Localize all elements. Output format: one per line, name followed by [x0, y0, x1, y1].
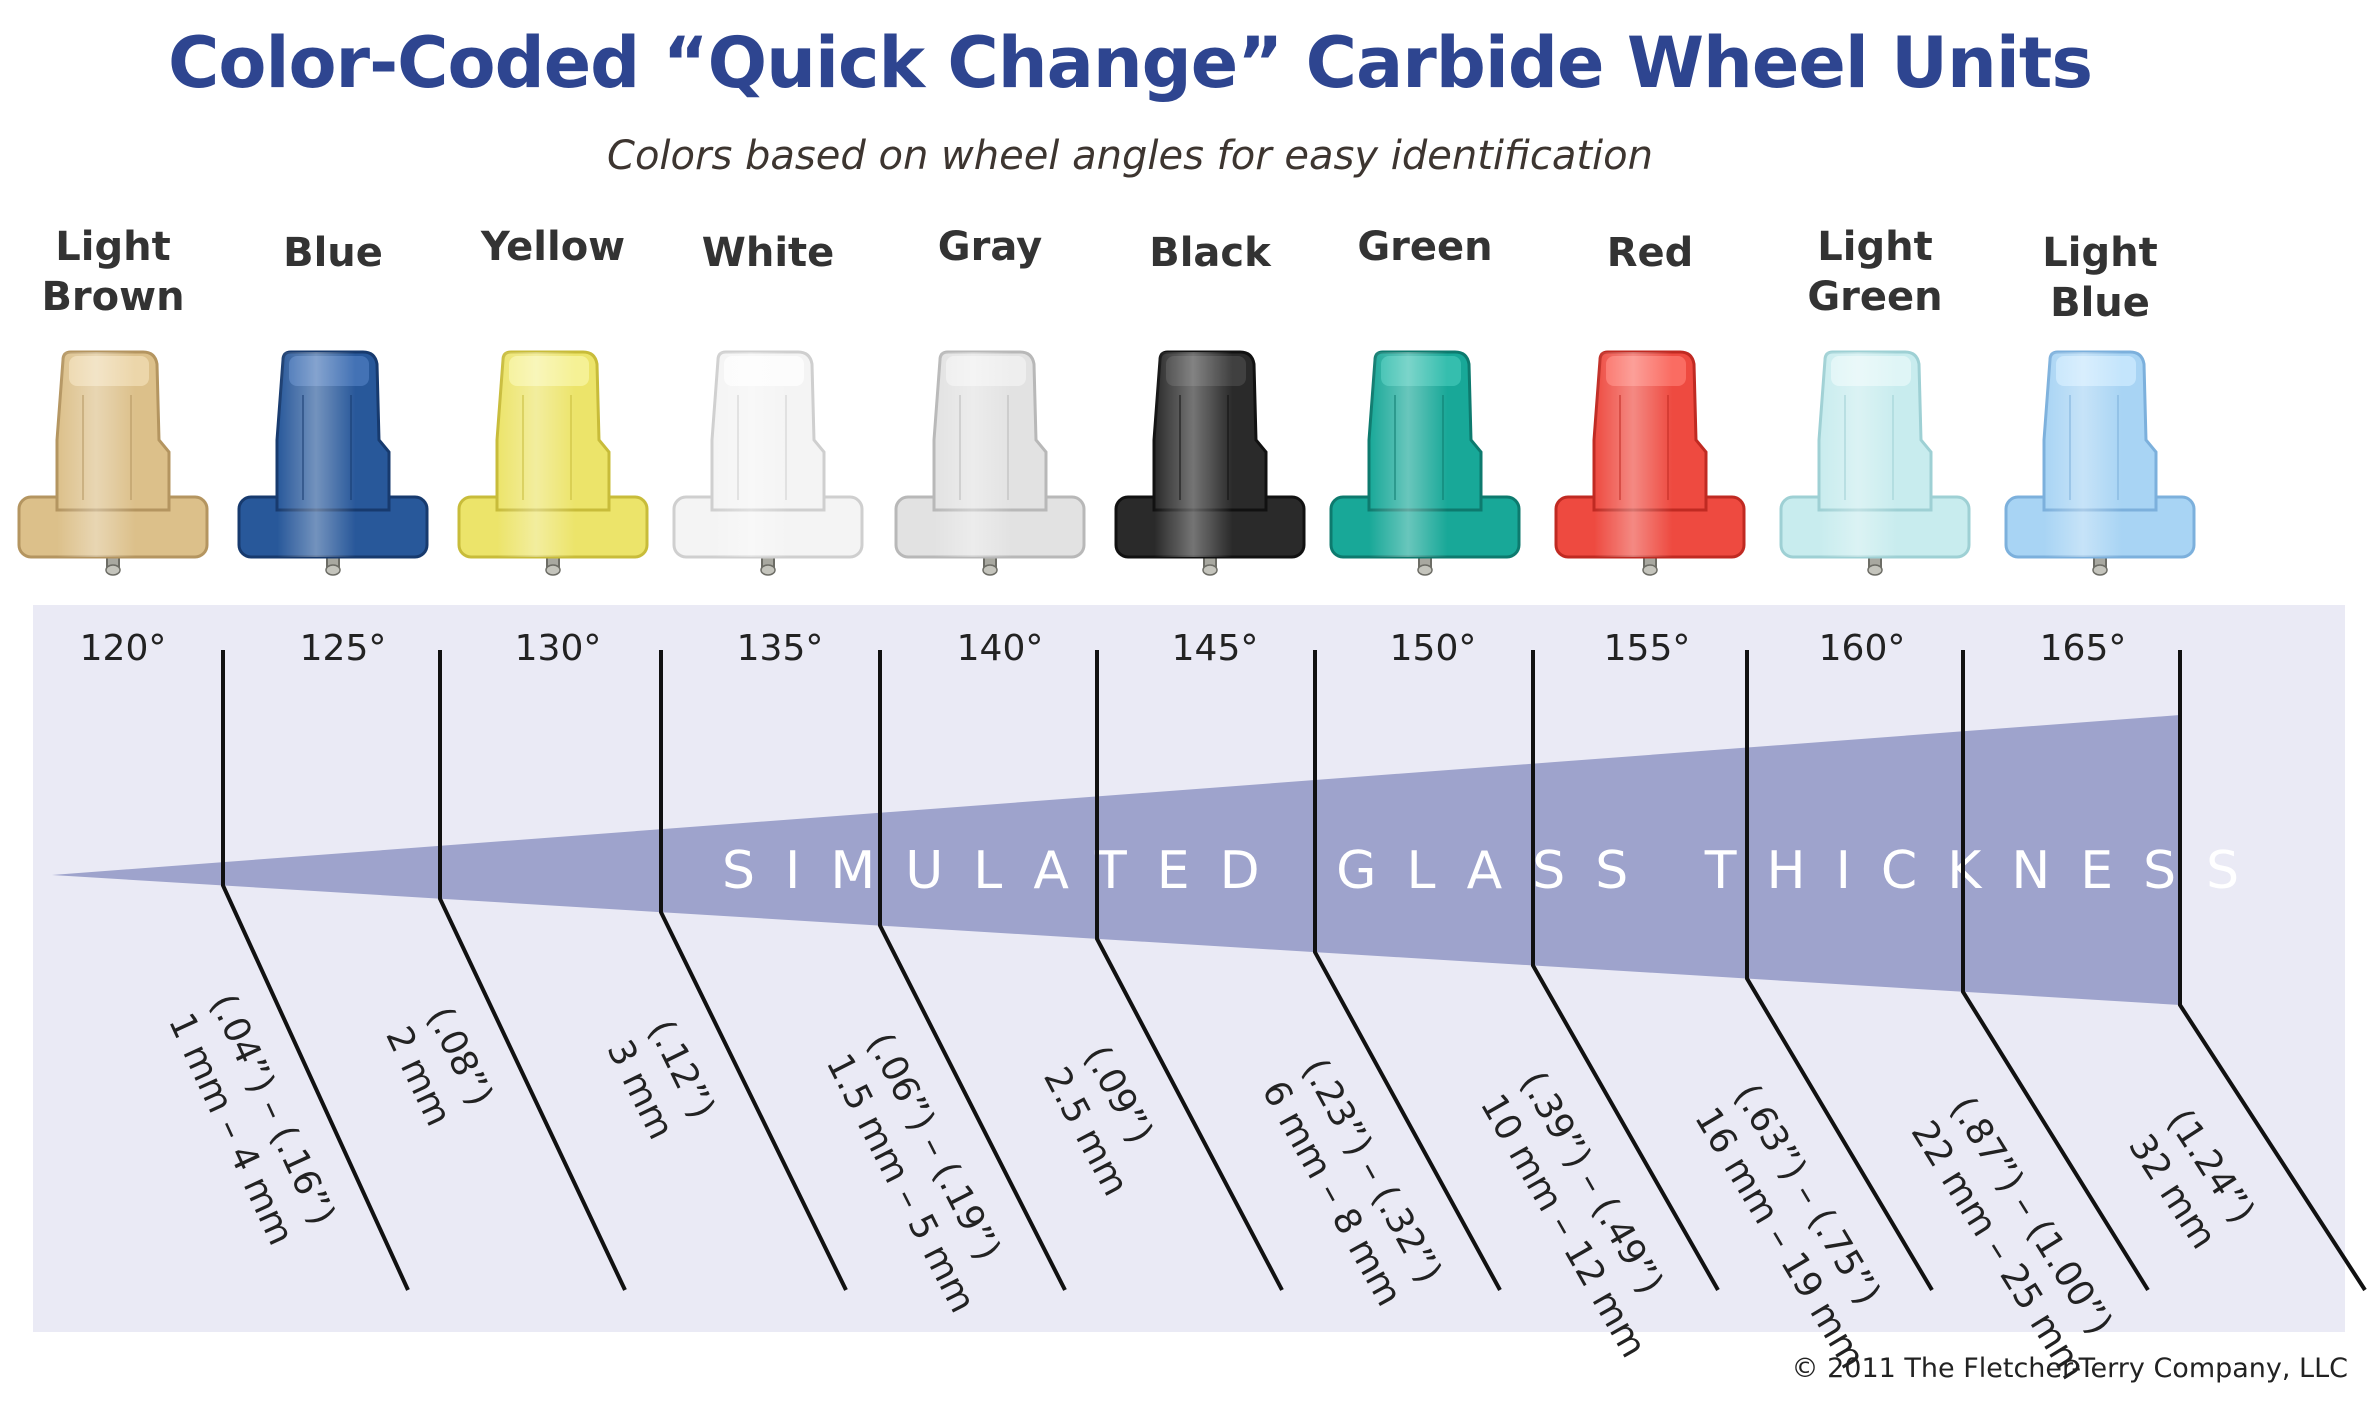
- wheel-unit-9: [2004, 350, 2196, 576]
- thickness-range-7: (.63”) – (.75”)16 mm – 19 mm: [1686, 1077, 1888, 1376]
- wheel-unit-8: [1779, 350, 1971, 576]
- angle-label-3: 135°: [736, 628, 824, 669]
- divider-line-9: [2178, 650, 2367, 1292]
- thickness-range-6: (.39”) – (.49”)10 mm – 12 mm: [1472, 1065, 1671, 1365]
- wheel-unit-5: [1114, 350, 1306, 576]
- thickness-range-9: (1.24”)32 mm: [2120, 1102, 2262, 1256]
- thickness-range-4: (.09”)2.5 mm: [1035, 1039, 1160, 1202]
- divider-line-4: [1095, 650, 1284, 1291]
- thickness-range-2: (.12”)3 mm: [599, 1014, 723, 1146]
- thickness-range-3: (.06”) – (.19”)1.5 mm – 5 mm: [818, 1027, 1008, 1320]
- wheel-unit-4: [894, 350, 1086, 576]
- color-name-9: Light Blue: [2042, 230, 2158, 326]
- wheel-unit-7: [1554, 350, 1746, 576]
- angle-label-2: 130°: [514, 628, 602, 669]
- color-name-3: White: [701, 230, 835, 276]
- color-name-2: Yellow: [480, 224, 626, 270]
- wheel-unit-1: [237, 350, 429, 576]
- angle-label-5: 145°: [1171, 628, 1259, 669]
- thickness-range-5: (.23”) – (.32”)6 mm – 8 mm: [1254, 1052, 1450, 1313]
- thickness-range-1: (.08”)2 mm: [377, 1001, 500, 1133]
- angle-label-9: 165°: [2039, 628, 2127, 669]
- divider-line-5: [1313, 650, 1502, 1291]
- page-subtitle: Colors based on wheel angles for easy id…: [607, 133, 1653, 179]
- color-name-0: Light Brown: [41, 224, 185, 320]
- thickness-range-0: (.04”) – (.16”)1 mm – 4 mm: [160, 988, 343, 1251]
- angle-label-7: 155°: [1603, 628, 1691, 669]
- angle-label-1: 125°: [299, 628, 387, 669]
- divider-line-2: [659, 650, 848, 1291]
- wheel-unit-3: [672, 350, 864, 576]
- color-name-7: Red: [1606, 230, 1694, 276]
- thickness-range-8: (.87”) – (1.00”)22 mm – 25 mm: [1903, 1090, 2120, 1387]
- color-name-5: Black: [1149, 230, 1271, 276]
- angle-label-0: 120°: [79, 628, 167, 669]
- copyright-notice: © 2011 The Fletcher-Terry Company, LLC: [1791, 1353, 2348, 1384]
- angle-label-8: 160°: [1818, 628, 1906, 669]
- glass-thickness-wedge: [52, 715, 2180, 1005]
- wheel-unit-0: [17, 350, 209, 576]
- divider-line-0: [221, 650, 410, 1291]
- angle-label-6: 150°: [1389, 628, 1477, 669]
- divider-line-8: [1961, 650, 2150, 1292]
- color-name-8: Light Green: [1807, 224, 1943, 320]
- color-name-1: Blue: [283, 230, 383, 276]
- divider-line-7: [1745, 650, 1934, 1292]
- color-name-6: Green: [1357, 224, 1493, 270]
- wheel-unit-2: [457, 350, 649, 576]
- page-title: Color-Coded “Quick Change” Carbide Wheel…: [168, 22, 2093, 104]
- wheel-unit-6: [1329, 350, 1521, 576]
- angle-label-4: 140°: [956, 628, 1044, 669]
- divider-line-3: [878, 650, 1067, 1291]
- divider-line-1: [438, 650, 627, 1291]
- divider-line-6: [1531, 650, 1720, 1291]
- wedge-label: SIMULATED GLASS THICKNESS: [722, 841, 2269, 901]
- color-name-4: Gray: [937, 224, 1043, 270]
